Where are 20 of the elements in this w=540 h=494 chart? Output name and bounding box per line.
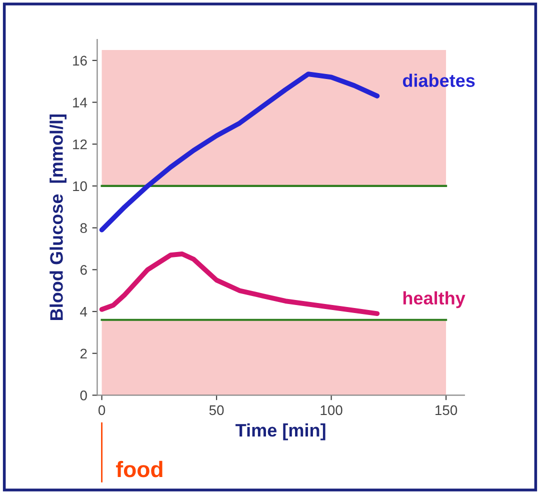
y-tick-label: 2 [80,348,87,358]
line-series [99,252,380,316]
series-label: diabetes [402,74,475,87]
x-axis-title: Time [min] [236,423,326,440]
y-tick-label: 8 [80,223,87,233]
y-tick-label: 16 [73,56,87,66]
y-tick-label: 12 [73,139,87,150]
text: food [116,460,162,478]
y-tick-label: 0 [80,390,87,400]
x-tick-label: 50 [209,405,224,416]
y-tick-label: 14 [73,98,88,108]
series-label: healthy [403,291,466,308]
x-tick-label: 0 [98,405,106,416]
y-axis-title: Blood Glucose [mmol/l] [50,114,66,320]
y-tick-label: 6 [80,265,87,275]
x-tick-label: 150 [436,405,458,416]
line-series [99,72,380,232]
x-tick-label: 100 [320,405,342,416]
y-tick-label: 10 [73,181,87,192]
y-tick-label: 4 [80,306,88,317]
